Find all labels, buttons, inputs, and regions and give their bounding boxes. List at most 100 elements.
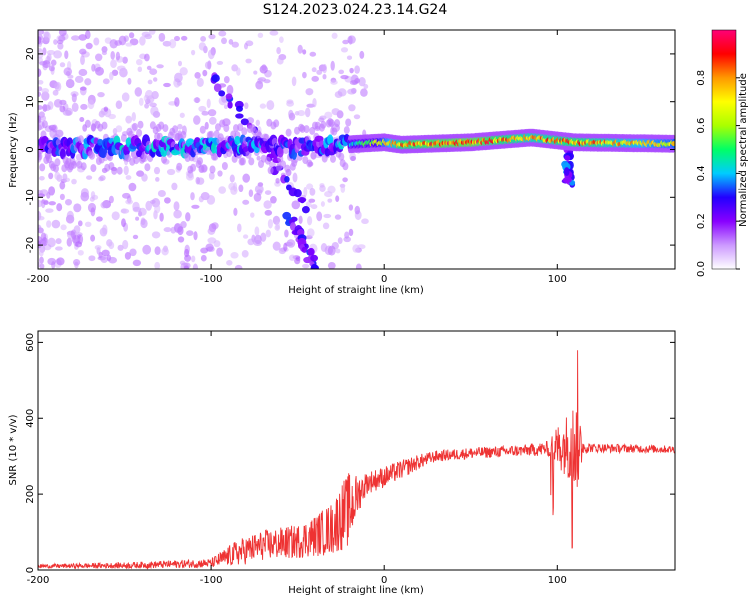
spectrogram-cell xyxy=(101,121,108,130)
spectrogram-cell xyxy=(66,210,74,221)
spectrogram-cell xyxy=(267,166,274,175)
spectrogram-cell xyxy=(125,175,132,180)
spectrogram-cell xyxy=(255,119,260,127)
spectrogram-cell xyxy=(216,247,223,257)
spectrogram-cell xyxy=(322,73,327,80)
spectrogram-cell xyxy=(257,32,264,39)
spectrogram-cell xyxy=(47,237,56,248)
spectrogram-cell xyxy=(123,165,129,176)
snr-axes: -200 -100 0 100 0 200 400 600 xyxy=(25,331,675,586)
spectrogram-cell xyxy=(276,57,284,65)
spectrogram-cell xyxy=(344,231,350,239)
spectrogram-cell xyxy=(146,65,152,71)
spectrogram-cell xyxy=(38,224,42,230)
spectrogram-cell xyxy=(132,201,140,212)
spectrogram-cell xyxy=(153,166,161,175)
spectrogram-ylabel: Frequency (Hz) xyxy=(8,112,19,188)
x-tick-label: -100 xyxy=(200,274,223,285)
spectrogram-cell xyxy=(51,124,58,133)
spectrogram-cell xyxy=(77,220,83,227)
spectrogram-cell xyxy=(235,113,244,119)
snr-panel: -200 -100 0 100 0 200 400 600 Height of straigh… xyxy=(8,330,676,596)
spectrogram-cell xyxy=(327,261,336,269)
spectrogram-cell xyxy=(221,95,228,103)
spectrogram-cell xyxy=(62,109,72,116)
spectrogram-cell xyxy=(234,264,243,269)
spectrogram-cell xyxy=(138,97,144,106)
spectrogram-cell xyxy=(320,120,327,129)
spectrogram-cell xyxy=(563,167,570,176)
spectrogram-cell xyxy=(348,104,356,112)
spectrogram-cell xyxy=(77,135,84,144)
spectrogram-cell xyxy=(337,237,343,244)
spectrogram-cell xyxy=(305,88,314,96)
spectrogram-cell xyxy=(129,248,137,257)
spectrogram-cell xyxy=(200,254,207,262)
spectrogram-cell xyxy=(342,177,348,183)
x-tick-label: 100 xyxy=(548,575,567,586)
spectrogram-cell xyxy=(139,36,146,46)
colorbar-gradient xyxy=(711,29,737,270)
spectrogram-cell xyxy=(111,211,120,221)
spectrogram-cell xyxy=(173,35,181,42)
snr-frame xyxy=(37,330,676,571)
spectrogram-cell xyxy=(327,245,336,256)
y-tick-label: 20 xyxy=(25,48,36,61)
spectrogram-cell xyxy=(58,30,67,37)
spectrogram-cell xyxy=(211,74,220,83)
spectrogram-cell xyxy=(261,64,267,71)
spectrogram-cell xyxy=(237,223,242,233)
spectrogram-cell xyxy=(227,101,233,109)
spectrogram-cell xyxy=(193,115,201,125)
spectrogram-cell xyxy=(149,102,157,108)
spectrogram-cell xyxy=(275,177,280,184)
spectrogram-cell xyxy=(162,124,169,133)
spectrogram-cell xyxy=(205,146,212,155)
spectrogram-cell xyxy=(85,30,91,40)
spectrogram-cell xyxy=(183,265,189,269)
spectrogram-cell xyxy=(38,249,44,257)
spectrogram-cell xyxy=(355,263,362,269)
spectrogram-cell xyxy=(164,197,171,204)
spectrogram-cell xyxy=(320,243,328,252)
spectrogram-cell xyxy=(297,110,306,117)
spectrogram-cell xyxy=(312,268,315,269)
spectrogram-cell xyxy=(150,106,159,116)
spectrogram-cell xyxy=(73,203,82,213)
spectrogram-cell xyxy=(213,83,222,93)
spectrogram-cell xyxy=(77,249,84,256)
spectrogram-cell xyxy=(87,202,97,213)
spectrogram-cell xyxy=(184,254,192,262)
spectrogram-cell xyxy=(179,67,188,76)
spectrogram-cell xyxy=(115,100,123,110)
spectrogram-cell xyxy=(169,38,177,49)
spectrogram-cell xyxy=(53,50,62,59)
spectrogram-cell xyxy=(161,247,169,256)
spectrogram-cell xyxy=(236,105,243,112)
spectrogram-cell xyxy=(200,35,207,42)
colorbar-tick-label: 0.4 xyxy=(696,165,707,181)
spectrogram-cell xyxy=(268,161,276,168)
spectrogram-cell xyxy=(72,259,81,266)
spectrogram-cell xyxy=(269,30,279,36)
spectrogram-cell xyxy=(562,176,572,184)
spectrogram-cell xyxy=(58,35,66,42)
spectrogram-cell xyxy=(193,97,201,103)
spectrogram-cell xyxy=(331,127,338,136)
spectrogram-cell xyxy=(140,217,146,226)
spectrogram-cell xyxy=(121,92,130,102)
spectrogram-cell xyxy=(312,98,317,108)
spectrogram-cell xyxy=(97,91,105,98)
spectrogram-cell xyxy=(302,263,310,269)
spectrogram-cell xyxy=(151,231,161,239)
spectrogram-cell xyxy=(289,222,297,231)
spectrogram-cell xyxy=(142,244,152,255)
spectrogram-cell xyxy=(157,190,166,197)
spectrogram-cell xyxy=(127,77,132,85)
spectrogram-cell xyxy=(80,162,87,171)
spectrogram-cell xyxy=(239,157,246,166)
spectrogram-cell xyxy=(101,249,110,257)
spectrogram-cell xyxy=(84,78,92,86)
y-tick-label: 200 xyxy=(25,485,36,504)
spectrogram-cell xyxy=(145,200,152,211)
